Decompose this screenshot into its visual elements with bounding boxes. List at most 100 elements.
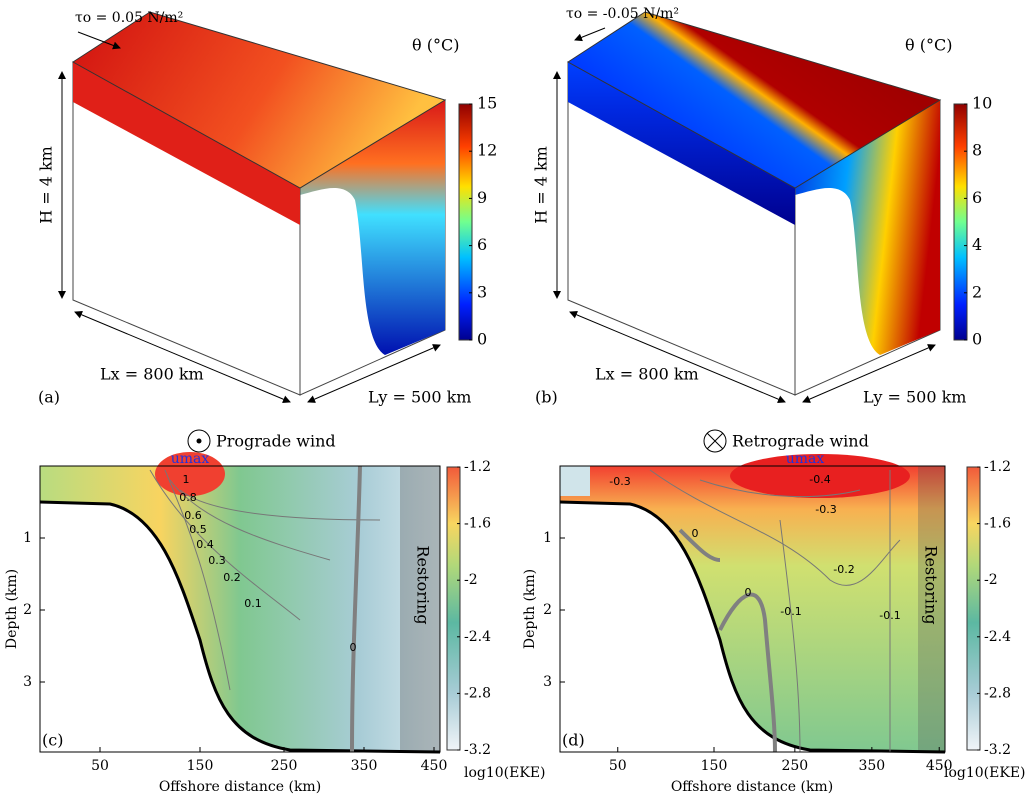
colorbar-tick-label: -2 <box>984 572 998 588</box>
y-tick-label: 1 <box>23 530 32 546</box>
zero-contour <box>350 465 362 753</box>
colorbar-tick-label: 4 <box>972 235 982 254</box>
ly-label: Ly = 500 km <box>863 388 966 407</box>
contour-label: 0.2 <box>223 571 241 584</box>
contour-label: 0 <box>692 527 699 540</box>
stress-label: τo = 0.05 N/m² <box>75 10 183 26</box>
contour-line <box>164 469 231 691</box>
depth-label: H = 4 km <box>37 146 56 224</box>
colorbar <box>458 103 473 341</box>
x-arrow <box>569 311 786 403</box>
front-field <box>568 62 795 225</box>
lx-label: Lx = 800 km <box>100 365 204 384</box>
panel-d: Retrograde wind -0.3 -0.4 -0.3 -0.2 0 0 -0.1 -0… <box>522 429 1026 795</box>
colorbar-tick-label: -2.4 <box>984 629 1011 645</box>
contour-line <box>179 489 381 521</box>
contour-label: 0.8 <box>179 491 197 504</box>
contour-label: -0.1 <box>879 609 900 622</box>
plot-frame <box>559 465 946 753</box>
contour-label: -0.1 <box>780 605 801 618</box>
umax-label: umax <box>171 451 210 467</box>
stress-label: τo = -0.05 N/m² <box>566 6 679 22</box>
umax-label: umax <box>786 451 825 467</box>
x-tick-label: 450 <box>926 758 953 774</box>
contour-line <box>649 469 901 586</box>
box-top <box>567 11 942 189</box>
panel-title: Retrograde wind <box>732 432 869 451</box>
panel-label: (c) <box>42 731 63 750</box>
colorbar-tick-label: 6 <box>477 235 487 254</box>
panel-a: τo = 0.05 N/m² θ (°C) H = 4 km Lx = 800 … <box>37 10 498 407</box>
contour-label: 0.4 <box>196 538 214 551</box>
colorbar <box>953 103 968 341</box>
colorbar-label: log10(EKE) <box>944 765 1026 781</box>
field-label: θ (°C) <box>905 36 952 55</box>
contour-line <box>779 519 801 753</box>
restoring-zone <box>918 466 945 752</box>
stress-arrow <box>77 31 121 50</box>
panel-label: (b) <box>535 388 558 407</box>
bottom-line <box>39 500 441 754</box>
restoring-label: Restoring <box>922 545 941 624</box>
x-tick-label: 150 <box>701 758 728 774</box>
y-axis-label: Depth (km) <box>4 569 20 649</box>
contour-label: 1 <box>183 473 190 486</box>
colorbar-tick-label: 12 <box>477 141 497 160</box>
contour-label: 0.5 <box>189 523 207 536</box>
contour-label: 0 <box>745 586 752 599</box>
x-tick-label: 50 <box>609 758 627 774</box>
contour-label: 0.3 <box>208 554 226 567</box>
lx-label: Lx = 800 km <box>595 365 699 384</box>
colorbar-tick-label: -1.6 <box>464 516 491 532</box>
restoring-zone <box>400 466 440 752</box>
into-page-cross <box>706 432 724 450</box>
colorbar-tick-label: 8 <box>972 141 982 160</box>
topography <box>560 466 945 752</box>
x-tick-label: 250 <box>781 758 808 774</box>
side-field <box>795 100 940 355</box>
colorbar-tick-label: 0 <box>477 330 487 349</box>
colorbar-tick-label: -3.2 <box>464 742 491 758</box>
contour-line <box>699 479 861 498</box>
x-arrow <box>74 311 291 403</box>
colorbar-tick-label: 15 <box>477 94 497 113</box>
y-arrow <box>307 344 441 403</box>
bottom-line <box>559 500 946 754</box>
stress-arrow <box>574 27 606 42</box>
contour-label: -0.4 <box>809 473 830 486</box>
colorbar-tick-label: -3.2 <box>984 742 1011 758</box>
colorbar-tick-label: -2.8 <box>984 685 1011 701</box>
ly-label: Ly = 500 km <box>368 388 471 407</box>
panel-b: τo = -0.05 N/m² θ (°C) H = 4 km Lx = 800… <box>532 6 993 407</box>
box-top <box>72 11 447 189</box>
field-label: θ (°C) <box>412 36 459 55</box>
colorbar-tick-label: -1.2 <box>984 459 1011 475</box>
y-tick-label: 3 <box>543 674 552 690</box>
contour-line <box>149 469 301 621</box>
contour-label: -0.3 <box>815 503 836 516</box>
x-axis-label: Offshore distance (km) <box>159 779 321 795</box>
x-tick-label: 250 <box>271 758 298 774</box>
y-tick-label: 2 <box>23 602 32 618</box>
out-of-page-symbol <box>187 429 211 453</box>
colorbar <box>446 466 461 751</box>
colorbar-tick-label: -2.4 <box>464 629 491 645</box>
into-page-symbol <box>703 429 727 453</box>
eke-min <box>560 466 590 496</box>
out-of-page-dot <box>196 438 202 444</box>
panel-title: Prograde wind <box>216 432 336 451</box>
panel-label: (d) <box>562 731 585 750</box>
x-tick-label: 450 <box>421 758 448 774</box>
colorbar-label: log10(EKE) <box>464 765 546 781</box>
panel-label: (a) <box>38 388 60 407</box>
contour-label: 0.6 <box>184 509 202 522</box>
panel-c: Prograde wind 1 0.8 0.60.5 0.4 0.3 0.20.1 0 um… <box>4 429 546 795</box>
colorbar-tick-label: 2 <box>972 282 982 301</box>
zero-contour <box>678 528 777 753</box>
colorbar-tick-label: 6 <box>972 188 982 207</box>
colorbar-tick-label: 10 <box>972 94 992 113</box>
colorbar-tick-label: -1.6 <box>984 516 1011 532</box>
colorbar-tick-label: -2.8 <box>464 685 491 701</box>
